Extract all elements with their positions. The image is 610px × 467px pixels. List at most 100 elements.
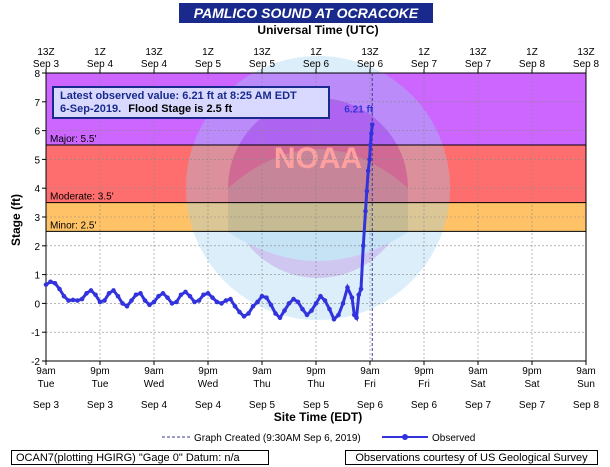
y-tick-label: 2: [34, 242, 40, 253]
observed-point: [160, 291, 166, 296]
bottom-tick-date: Sep 7: [465, 400, 492, 411]
y-tick-label: 6: [34, 127, 40, 138]
observed-point: [124, 303, 130, 309]
observed-point: [156, 293, 161, 299]
footer-source: Observations courtesy of US Geological S…: [345, 450, 598, 465]
observed-point: [358, 286, 364, 292]
observed-point: [318, 293, 323, 299]
bottom-tick-time: 9pm: [522, 366, 541, 377]
top-tick-time: 1Z: [418, 47, 430, 58]
bottom-tick-time: 9pm: [90, 366, 109, 377]
bottom-tick-time: 9am: [144, 366, 163, 377]
bottom-tick-day: Sat: [524, 379, 539, 390]
y-tick-label: 4: [34, 184, 40, 195]
y-tick-label: 5: [34, 155, 40, 166]
observed-point: [142, 298, 148, 303]
observed-point: [237, 309, 242, 315]
bottom-tick-date: Sep 3: [87, 400, 114, 411]
info-box-flood: Flood Stage is 2.5 ft: [128, 103, 232, 115]
observed-point: [277, 315, 283, 321]
bottom-tick-date: Sep 6: [411, 400, 438, 411]
observed-point: [205, 291, 211, 296]
observed-point: [57, 286, 62, 292]
observed-point: [360, 243, 366, 249]
bottom-tick-time: 9am: [252, 366, 271, 377]
top-tick-time: 1Z: [526, 47, 538, 58]
observed-point: [120, 301, 125, 306]
observed-point: [102, 298, 107, 303]
observed-point: [363, 208, 368, 214]
observed-point: [79, 296, 85, 302]
observed-point: [201, 292, 206, 298]
observed-point: [282, 308, 287, 313]
legend-svg: Graph Created (9:30AM Sep 6, 2019) Obser…: [162, 433, 475, 444]
observed-point: [196, 298, 202, 303]
bottom-tick-day: Thu: [253, 379, 270, 390]
bottom-tick-day: Sat: [470, 379, 485, 390]
observed-point: [147, 302, 152, 308]
observed-point: [174, 299, 179, 305]
observed-point: [345, 285, 350, 290]
observed-point: [115, 293, 121, 299]
observed-point: [268, 302, 274, 308]
observed-point: [327, 306, 332, 312]
bottom-tick-day: Wed: [144, 379, 164, 390]
top-tick-time: 13Z: [145, 47, 162, 58]
bottom-tick-time: 9am: [36, 366, 55, 377]
bottom-tick-day: Wed: [198, 379, 218, 390]
observed-point: [232, 303, 238, 309]
top-tick-date: Sep 4: [141, 59, 168, 70]
bottom-tick-day: Fri: [364, 379, 376, 390]
observed-point: [187, 293, 193, 299]
top-tick-time: 13Z: [577, 47, 594, 58]
observed-point: [365, 168, 371, 174]
bottom-tick-date: Sep 6: [357, 400, 384, 411]
bottom-tick-time: 9pm: [198, 366, 217, 377]
bottom-tick-date: Sep 7: [519, 400, 546, 411]
top-tick-time: 1Z: [94, 47, 106, 58]
observed-point: [295, 299, 301, 305]
observed-point: [367, 157, 372, 162]
observed-point: [219, 301, 224, 306]
top-tick-date: Sep 8: [573, 59, 600, 70]
bottom-tick-date: Sep 3: [33, 400, 60, 411]
observed-point: [138, 291, 143, 296]
observed-point: [322, 298, 328, 303]
observed-point: [349, 295, 355, 300]
bottom-tick-time: 9pm: [414, 366, 433, 377]
observed-point: [84, 291, 89, 296]
observed-point: [129, 298, 134, 303]
y-tick-label: 7: [34, 98, 40, 109]
observed-point: [255, 299, 260, 305]
top-tick-time: 13Z: [37, 47, 54, 58]
latest-value-label: 6.21 ft: [344, 105, 374, 116]
observed-point: [340, 301, 346, 306]
observed-point: [48, 279, 53, 285]
observed-point: [273, 311, 278, 316]
y-tick-label: 0: [34, 299, 40, 310]
observed-point: [286, 301, 292, 306]
bottom-tick-time: 9am: [468, 366, 487, 377]
observed-point: [61, 293, 67, 299]
bottom-tick-day: Fri: [418, 379, 430, 390]
observed-point: [241, 314, 247, 319]
y-tick-label: 3: [34, 213, 40, 224]
bottom-tick-date: Sep 8: [573, 400, 600, 411]
observed-point: [210, 295, 215, 300]
observed-point: [93, 292, 98, 298]
y-tick-label: -2: [31, 357, 40, 368]
band-labels: Major: 5.5' Moderate: 3.5' Minor: 2.5': [46, 134, 586, 232]
observed-point: [151, 299, 157, 305]
observed-point: [356, 292, 362, 298]
observed-point: [246, 311, 251, 316]
top-tick-date: Sep 6: [357, 59, 384, 70]
band-label-moderate: Moderate: 3.5': [50, 192, 114, 203]
observed-series-points: [43, 122, 375, 322]
observed-point: [264, 295, 269, 300]
bottom-tick-date: Sep 4: [195, 400, 222, 411]
bottom-tick-date: Sep 4: [141, 400, 168, 411]
top-tick-date: Sep 5: [249, 59, 276, 70]
top-tick-date: Sep 4: [87, 59, 114, 70]
bottom-tick-date: Sep 5: [303, 400, 330, 411]
top-tick-date: Sep 7: [465, 59, 492, 70]
